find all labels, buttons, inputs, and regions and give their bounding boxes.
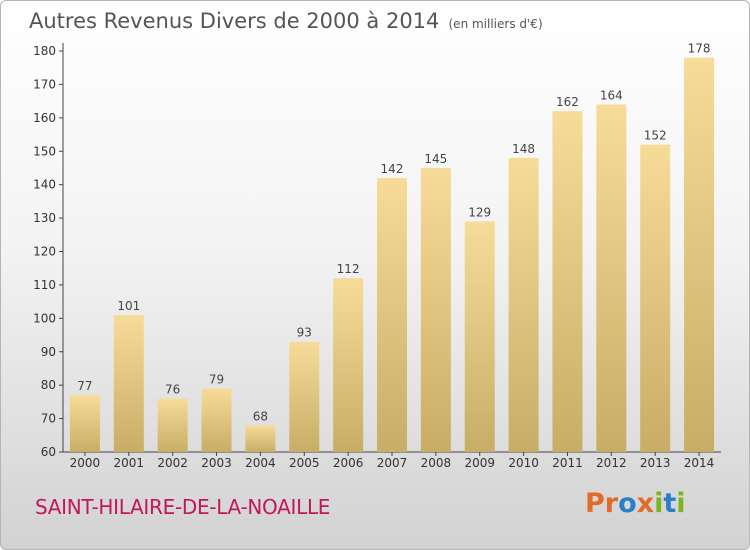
y-tick-label: 160 <box>33 111 56 125</box>
bar-2012 <box>596 104 627 452</box>
bar-2009 <box>464 221 495 452</box>
value-label-2005: 93 <box>297 326 312 340</box>
value-label-2013: 152 <box>644 129 667 143</box>
bar-2000 <box>69 395 100 452</box>
bar-2008 <box>420 167 451 453</box>
x-tick-label-2005: 2005 <box>289 456 320 470</box>
value-label-2014: 178 <box>688 42 711 56</box>
x-tick-label-2011: 2011 <box>552 456 583 470</box>
x-tick-label-2002: 2002 <box>157 456 188 470</box>
logo-part-2: o <box>618 488 637 519</box>
proxiti-logo[interactable]: Proxiti <box>585 488 686 519</box>
x-tick-label-2010: 2010 <box>508 456 539 470</box>
bar-2005 <box>289 341 320 452</box>
y-tick-label: 90 <box>41 345 56 359</box>
bar-2004 <box>245 425 276 452</box>
y-tick-label: 120 <box>33 245 56 259</box>
value-label-2000: 77 <box>77 379 92 393</box>
bar-2013 <box>640 144 671 453</box>
bar-2006 <box>333 278 364 452</box>
x-tick-label-2008: 2008 <box>421 456 452 470</box>
bar-2010 <box>508 157 539 452</box>
commune-name: SAINT-HILAIRE-DE-LA-NOAILLE <box>35 495 331 519</box>
logo-part-5: t <box>663 488 677 519</box>
chart-title-unit: (en milliers d'€) <box>448 17 543 31</box>
bar-2003 <box>201 388 232 452</box>
logo-part-6: i <box>676 488 686 519</box>
value-label-2003: 79 <box>209 373 224 387</box>
bar-2002 <box>157 398 188 452</box>
value-label-2011: 162 <box>556 95 579 109</box>
y-tick-label: 100 <box>33 311 56 325</box>
value-label-2006: 112 <box>337 262 360 276</box>
y-tick-label: 80 <box>41 378 56 392</box>
bar-2007 <box>377 177 407 452</box>
y-tick-label: 180 <box>33 44 56 58</box>
value-label-2004: 68 <box>253 409 268 423</box>
x-tick-label-2004: 2004 <box>245 456 276 470</box>
y-tick-label: 130 <box>33 211 56 225</box>
logo-part-3: x <box>636 488 655 519</box>
value-label-2012: 164 <box>600 88 623 102</box>
chart-title-main: Autres Revenus Divers de 2000 à 2014 <box>29 9 440 33</box>
x-tick-label-2007: 2007 <box>377 456 408 470</box>
y-tick-label: 60 <box>41 445 56 459</box>
x-tick-label-2003: 2003 <box>201 456 232 470</box>
bar-2011 <box>552 111 583 453</box>
x-tick-label-2009: 2009 <box>464 456 495 470</box>
logo-part-4: i <box>654 488 664 519</box>
x-tick-label-2006: 2006 <box>333 456 364 470</box>
bar-2014 <box>684 57 715 452</box>
value-label-2002: 76 <box>165 383 180 397</box>
x-tick-label-2014: 2014 <box>684 456 715 470</box>
y-tick-label: 170 <box>33 77 56 91</box>
logo-part-1: Pr <box>585 488 619 519</box>
y-tick-label: 150 <box>33 144 56 158</box>
bar-2001 <box>113 314 144 452</box>
value-label-2007: 142 <box>381 162 404 176</box>
y-tick-label: 140 <box>33 178 56 192</box>
x-tick-label-2013: 2013 <box>640 456 671 470</box>
value-label-2008: 145 <box>424 152 447 166</box>
value-label-2010: 148 <box>512 142 535 156</box>
value-label-2001: 101 <box>117 299 140 313</box>
x-tick-label-2012: 2012 <box>596 456 627 470</box>
y-tick-label: 110 <box>33 278 56 292</box>
x-tick-label-2000: 2000 <box>70 456 101 470</box>
y-tick-label: 70 <box>41 412 56 426</box>
value-label-2009: 129 <box>468 205 491 219</box>
chart-title: Autres Revenus Divers de 2000 à 2014 (en… <box>29 9 543 33</box>
x-tick-label-2001: 2001 <box>114 456 145 470</box>
